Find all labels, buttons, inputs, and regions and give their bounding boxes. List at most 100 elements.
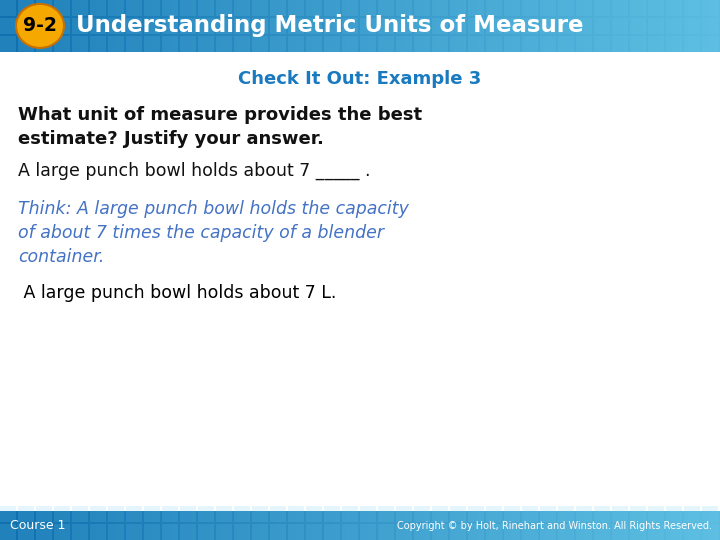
Text: Course 1: Course 1 bbox=[10, 519, 66, 532]
Bar bbox=[270, 0, 286, 16]
Bar bbox=[18, 506, 34, 522]
Bar bbox=[558, 506, 574, 522]
Bar bbox=[72, 506, 88, 522]
Bar bbox=[126, 18, 142, 34]
Bar bbox=[432, 524, 448, 540]
Bar bbox=[666, 36, 682, 52]
Bar bbox=[252, 18, 268, 34]
Bar bbox=[144, 18, 160, 34]
Bar bbox=[468, 524, 484, 540]
Bar bbox=[612, 0, 628, 16]
Bar bbox=[450, 36, 466, 52]
Bar bbox=[18, 0, 34, 16]
Bar bbox=[702, 18, 718, 34]
Bar bbox=[198, 524, 214, 540]
Bar bbox=[36, 36, 52, 52]
Bar bbox=[90, 506, 106, 522]
Bar bbox=[684, 0, 700, 16]
Bar bbox=[252, 506, 268, 522]
Bar bbox=[504, 506, 520, 522]
Bar bbox=[252, 36, 268, 52]
Bar bbox=[576, 0, 592, 16]
Bar bbox=[666, 524, 682, 540]
Bar bbox=[378, 524, 394, 540]
Bar bbox=[540, 36, 556, 52]
Bar bbox=[90, 524, 106, 540]
Bar bbox=[576, 36, 592, 52]
Bar bbox=[630, 36, 646, 52]
Bar bbox=[684, 506, 700, 522]
Bar bbox=[378, 506, 394, 522]
Bar bbox=[540, 506, 556, 522]
Bar bbox=[198, 506, 214, 522]
Bar bbox=[594, 524, 610, 540]
Bar bbox=[630, 0, 646, 16]
Bar bbox=[414, 524, 430, 540]
Bar bbox=[522, 506, 538, 522]
Bar bbox=[342, 0, 358, 16]
Text: estimate? Justify your answer.: estimate? Justify your answer. bbox=[18, 130, 324, 148]
Text: A large punch bowl holds about 7 L.: A large punch bowl holds about 7 L. bbox=[18, 284, 336, 302]
Bar bbox=[342, 506, 358, 522]
Bar bbox=[270, 524, 286, 540]
Bar bbox=[54, 506, 70, 522]
Bar bbox=[558, 18, 574, 34]
Bar bbox=[414, 506, 430, 522]
Bar bbox=[216, 506, 232, 522]
Bar bbox=[666, 0, 682, 16]
Bar bbox=[36, 18, 52, 34]
Bar bbox=[18, 524, 34, 540]
Bar bbox=[612, 36, 628, 52]
Bar bbox=[612, 18, 628, 34]
Bar bbox=[216, 524, 232, 540]
Bar bbox=[522, 18, 538, 34]
Bar bbox=[594, 506, 610, 522]
Bar bbox=[36, 524, 52, 540]
Bar bbox=[702, 0, 718, 16]
Bar bbox=[18, 18, 34, 34]
Bar bbox=[324, 506, 340, 522]
Bar bbox=[360, 18, 376, 34]
Bar bbox=[198, 0, 214, 16]
Bar bbox=[450, 524, 466, 540]
Bar bbox=[180, 524, 196, 540]
Bar bbox=[270, 36, 286, 52]
Bar bbox=[540, 524, 556, 540]
Bar bbox=[306, 506, 322, 522]
Bar bbox=[288, 0, 304, 16]
Bar bbox=[684, 18, 700, 34]
Bar bbox=[216, 36, 232, 52]
Bar bbox=[396, 524, 412, 540]
Bar bbox=[216, 18, 232, 34]
Bar bbox=[504, 0, 520, 16]
Bar bbox=[648, 524, 664, 540]
Bar bbox=[450, 0, 466, 16]
Bar bbox=[558, 0, 574, 16]
Bar bbox=[126, 36, 142, 52]
Bar bbox=[450, 18, 466, 34]
Bar bbox=[324, 524, 340, 540]
Bar bbox=[468, 18, 484, 34]
Bar bbox=[306, 524, 322, 540]
Bar bbox=[612, 506, 628, 522]
Text: A large punch bowl holds about 7 _____ .: A large punch bowl holds about 7 _____ . bbox=[18, 162, 371, 180]
Bar bbox=[324, 18, 340, 34]
Bar bbox=[54, 36, 70, 52]
Bar bbox=[126, 506, 142, 522]
Bar bbox=[360, 0, 376, 16]
Bar bbox=[36, 0, 52, 16]
Bar bbox=[648, 0, 664, 16]
Bar bbox=[540, 0, 556, 16]
Bar bbox=[108, 0, 124, 16]
Bar bbox=[666, 506, 682, 522]
Bar bbox=[108, 506, 124, 522]
Bar bbox=[468, 36, 484, 52]
Bar bbox=[0, 36, 16, 52]
Bar bbox=[594, 0, 610, 16]
Text: Check It Out: Example 3: Check It Out: Example 3 bbox=[238, 70, 482, 88]
Bar bbox=[72, 18, 88, 34]
Bar bbox=[702, 524, 718, 540]
Bar bbox=[324, 0, 340, 16]
Bar bbox=[180, 506, 196, 522]
Bar bbox=[558, 36, 574, 52]
